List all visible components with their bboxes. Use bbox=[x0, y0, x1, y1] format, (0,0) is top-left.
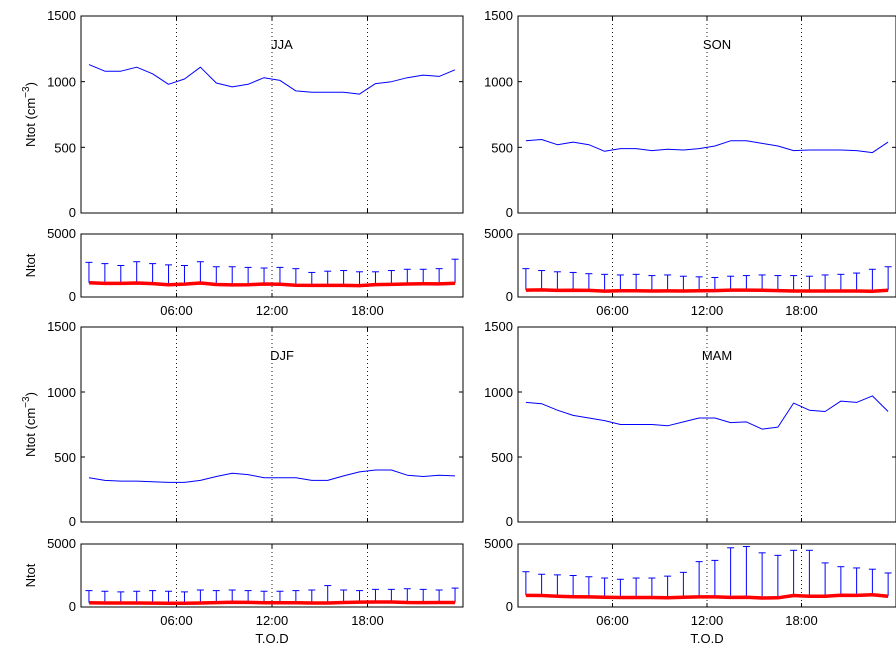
y-tick-label: 1500 bbox=[484, 319, 513, 334]
x-tick-label: 12:00 bbox=[691, 613, 724, 628]
y-tick-label: 500 bbox=[491, 450, 513, 465]
panel-top-left: 0 500 1000 1500 Ntot (cm−3) JJA bbox=[21, 8, 464, 220]
y-tick-label: 5000 bbox=[484, 536, 513, 551]
series-line bbox=[525, 593, 889, 600]
x-tick-label: 12:00 bbox=[256, 303, 289, 318]
x-tick-label: 06:00 bbox=[596, 613, 629, 628]
y-axis-label: Ntot (cm−3) bbox=[21, 392, 38, 457]
season-label: DJF bbox=[270, 348, 294, 363]
series-line bbox=[88, 281, 456, 288]
x-tick-label: 12:00 bbox=[256, 613, 289, 628]
panel-lower-right-small: 0 5000 06:00 12:00 18:00 T.O.D bbox=[484, 536, 896, 646]
x-tick-label: 12:00 bbox=[691, 303, 724, 318]
panel-upper-right-small: 0 5000 06:00 12:00 18:00 bbox=[484, 226, 896, 318]
y-tick-label: 0 bbox=[506, 514, 513, 529]
panel-lower-left-small: 0 5000 06:00 12:00 18:00 T.O.D Ntot bbox=[23, 536, 464, 646]
x-axis-label: T.O.D bbox=[255, 631, 288, 646]
y-axis-label: Ntot (cm−3) bbox=[21, 82, 38, 147]
y-tick-label: 0 bbox=[506, 599, 513, 614]
y-tick-label: 500 bbox=[491, 140, 513, 155]
x-tick-label: 18:00 bbox=[785, 613, 818, 628]
season-label: JJA bbox=[271, 37, 293, 52]
x-tick-label: 06:00 bbox=[160, 303, 193, 318]
y-tick-label: 5000 bbox=[47, 536, 76, 551]
y-axis-label-close: ) bbox=[23, 82, 38, 86]
y-tick-label: 1000 bbox=[484, 385, 513, 400]
series-line bbox=[525, 139, 889, 154]
y-tick-label: 1000 bbox=[484, 75, 513, 90]
y-tick-label: 500 bbox=[54, 450, 76, 465]
x-tick-label: 06:00 bbox=[160, 613, 193, 628]
series-line bbox=[525, 288, 889, 293]
y-tick-label: 1500 bbox=[47, 8, 76, 23]
axes-box bbox=[80, 543, 464, 608]
x-tick-label: 06:00 bbox=[596, 303, 629, 318]
panel-top-right: 0 500 1000 1500 SON bbox=[484, 8, 896, 220]
y-tick-label: 0 bbox=[69, 599, 76, 614]
y-axis-label: Ntot bbox=[23, 563, 38, 587]
axes-box bbox=[80, 233, 464, 298]
x-tick-label: 18:00 bbox=[785, 303, 818, 318]
y-tick-label: 0 bbox=[69, 514, 76, 529]
y-tick-label: 0 bbox=[69, 205, 76, 220]
y-tick-label: 5000 bbox=[484, 226, 513, 241]
y-axis-label-sup: −3 bbox=[21, 86, 32, 98]
panel-bottom-right: 0 500 1000 1500 MAM bbox=[484, 319, 896, 529]
series-line bbox=[525, 395, 889, 430]
y-tick-label: 0 bbox=[506, 289, 513, 304]
y-tick-label: 1000 bbox=[47, 385, 76, 400]
y-axis-label: Ntot bbox=[23, 253, 38, 277]
y-tick-label: 0 bbox=[506, 205, 513, 220]
series-line bbox=[88, 469, 456, 483]
y-tick-label: 0 bbox=[69, 289, 76, 304]
y-tick-label: 1500 bbox=[484, 8, 513, 23]
panel-bottom-left: 0 500 1000 1500 Ntot (cm−3) DJF bbox=[21, 319, 464, 529]
y-axis-label-sup: −3 bbox=[21, 396, 32, 408]
y-axis-label-close: ) bbox=[23, 392, 38, 396]
series-line bbox=[88, 64, 456, 95]
x-tick-label: 18:00 bbox=[351, 613, 384, 628]
series-line bbox=[88, 600, 455, 605]
season-label: SON bbox=[703, 37, 731, 52]
x-axis-label: T.O.D bbox=[690, 631, 723, 646]
y-axis-label-main: Ntot (cm bbox=[23, 98, 38, 147]
axes-box bbox=[517, 233, 896, 298]
y-tick-label: 5000 bbox=[47, 226, 76, 241]
y-tick-label: 1500 bbox=[47, 319, 76, 334]
panel-upper-left-small: 0 5000 06:00 12:00 18:00 Ntot bbox=[23, 226, 464, 318]
x-tick-label: 18:00 bbox=[351, 303, 384, 318]
y-tick-label: 1000 bbox=[47, 75, 76, 90]
y-tick-label: 500 bbox=[54, 140, 76, 155]
y-axis-label-main: Ntot (cm bbox=[23, 408, 38, 457]
season-label: MAM bbox=[702, 348, 732, 363]
